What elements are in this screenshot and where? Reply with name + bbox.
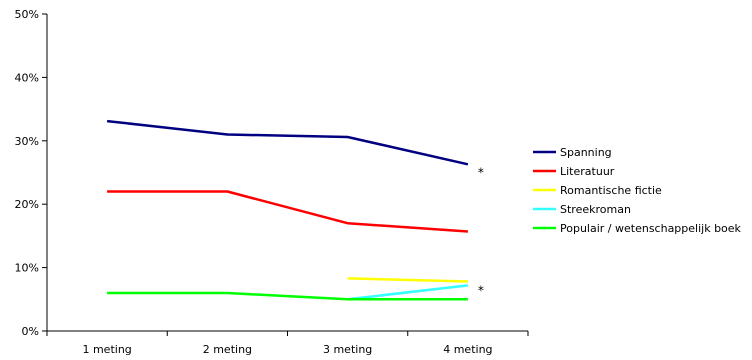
legend: Spanning Literatuur Romantische fictie Stre… <box>533 146 742 235</box>
series-line-1 <box>107 190 468 233</box>
y-tick-label: 50% <box>15 8 39 21</box>
series-layer <box>106 119 469 301</box>
legend-label: Literatuur <box>560 165 615 178</box>
y-tick-label: 40% <box>15 71 39 84</box>
x-tick-label: 3 meting <box>323 343 372 356</box>
annotation-asterisk: * <box>478 283 484 297</box>
annotation-asterisk: * <box>478 166 484 180</box>
y-tick-label: 20% <box>15 198 39 211</box>
y-tick-label: 10% <box>15 262 39 275</box>
x-tick-label: 4 meting <box>443 343 492 356</box>
series-line-3 <box>347 284 469 301</box>
series-line-0 <box>106 119 469 166</box>
x-tick-label: 2 meting <box>203 343 252 356</box>
y-tick-label: 30% <box>15 135 39 148</box>
legend-label: Populair / wetenschappelijk boek <box>560 222 742 235</box>
series-line-4 <box>107 291 468 301</box>
legend-label: Streekroman <box>560 203 631 216</box>
legend-label: Spanning <box>560 146 612 159</box>
x-tick-label: 1 meting <box>82 343 131 356</box>
series-line-2 <box>347 277 468 283</box>
chart-axes: 0% 10% 20% 30% 40% 50% 1 meting 2 meting 3 metin… <box>15 8 529 356</box>
legend-label: Romantische fictie <box>560 184 662 197</box>
y-tick-label: 0% <box>22 325 39 338</box>
annotation-layer: ** <box>478 166 484 298</box>
